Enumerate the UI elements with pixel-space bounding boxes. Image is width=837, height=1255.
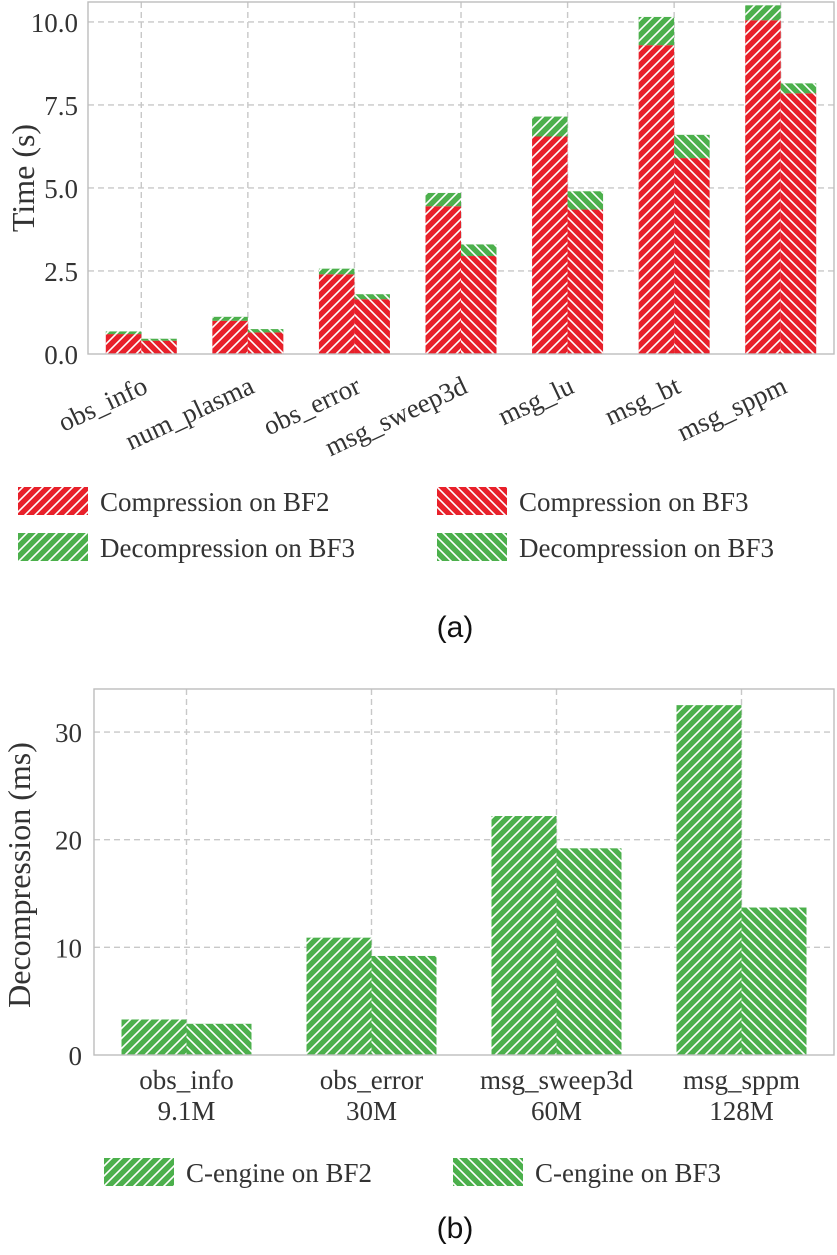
chart-a-bar-decompression: [780, 83, 817, 94]
chart-a-bar-compression: [354, 299, 390, 354]
chart-a-bar-decompression: [674, 134, 710, 159]
chart-a-bar-compression: [247, 332, 284, 354]
chart-a-legend-item: Decompression on BF3: [18, 533, 355, 563]
chart-a-x-tick-label: msg_lu: [493, 370, 578, 431]
chart-b-x-tick-label: obs_info: [139, 1065, 234, 1095]
chart-b-y-ticks: 0 10 20 30: [55, 718, 82, 1071]
chart-b-bar: [306, 937, 372, 1055]
chart-b-bar: [676, 705, 742, 1055]
chart-b-legend-item: C-engine on BF3: [453, 1158, 721, 1188]
chart-a-legend-swatch: [18, 487, 88, 515]
chart-b-x-tick-size: 60M: [531, 1096, 582, 1126]
chart-b-legend-item: C-engine on BF2: [104, 1158, 372, 1188]
chart-a-bar-decompression: [532, 116, 568, 137]
chart-b-legend: C-engine on BF2 C-engine on BF3: [104, 1158, 721, 1188]
chart-a-y-tick-label: 5.0: [44, 174, 78, 204]
chart-b-x-tick-size: 128M: [709, 1096, 774, 1126]
chart-a-legend-item: Compression on BF3: [437, 487, 749, 517]
chart-b-frame: [93, 688, 835, 1056]
chart-a-bar-decompression: [567, 191, 604, 210]
chart-a-bars: [105, 5, 817, 355]
chart-a-y-tick-label: 2.5: [44, 257, 78, 287]
chart-a-bar-compression: [532, 136, 568, 354]
chart-a-frame: [87, 1, 835, 355]
chart-a-x-tick-label: msg_sppm: [673, 370, 792, 447]
chart-b-legend-label: C-engine on BF3: [535, 1158, 721, 1188]
chart-b-x-tick-label: msg_sppm: [683, 1065, 800, 1095]
chart-b-x-tick-label: msg_sweep3d: [480, 1065, 633, 1095]
chart-a-bar-compression: [212, 320, 248, 354]
chart-a-legend: Compression on BF2 Compression on BF3 Deco…: [18, 487, 774, 563]
chart-a-bar-decompression: [141, 338, 177, 341]
chart-a-legend-swatch: [437, 487, 507, 515]
chart-b-bars: [121, 705, 807, 1055]
chart-b-y-tick-label: 20: [55, 826, 82, 856]
chart-a-bar-compression: [567, 209, 604, 354]
chart-b-x-tick-label: obs_error: [320, 1065, 423, 1095]
chart-a-bar-compression: [425, 206, 461, 354]
chart-a-bar-compression: [105, 334, 142, 354]
chart-b-legend-label: C-engine on BF2: [186, 1158, 372, 1188]
chart-b-y-tick-label: 30: [55, 718, 82, 748]
chart-a-x-tick-label: msg_bt: [600, 370, 685, 431]
chart-b-bar: [371, 955, 437, 1055]
chart-a-caption: (a): [437, 611, 474, 644]
chart-a-legend-label: Compression on BF2: [100, 487, 330, 517]
chart-b-caption: (b): [437, 1212, 474, 1245]
chart-a-bar-compression: [745, 20, 781, 354]
chart-a-bar-decompression: [354, 294, 390, 300]
chart-a-legend-swatch: [18, 533, 88, 561]
chart-b-bar: [556, 848, 622, 1055]
chart-b-y-tick-label: 10: [55, 933, 82, 963]
chart-a-bar-decompression: [425, 192, 461, 207]
chart-a-legend-item: Compression on BF2: [18, 487, 330, 517]
chart-b-bar: [491, 816, 557, 1055]
chart-a-bar-compression: [780, 93, 817, 355]
chart-a-y-tick-label: 10.0: [31, 8, 78, 38]
chart-a-legend-label: Decompression on BF3: [100, 533, 355, 563]
chart-a-bar-compression: [674, 158, 710, 354]
chart-a-bar-decompression: [105, 331, 142, 335]
chart-a-bar-compression: [638, 45, 675, 355]
chart-a-bar-decompression: [318, 268, 355, 275]
chart-a-bar-decompression: [247, 329, 284, 333]
chart-a-bar-decompression: [461, 244, 497, 257]
chart-a-bar-compression: [461, 256, 497, 354]
chart-a-bar-decompression: [638, 16, 675, 46]
chart-a-legend-item: Decompression on BF3: [437, 533, 774, 563]
chart-a-legend-swatch: [437, 533, 507, 561]
chart-a-bar-decompression: [745, 5, 781, 21]
chart-a-legend-label: Compression on BF3: [519, 487, 749, 517]
chart-b-y-tick-label: 0: [69, 1041, 83, 1071]
chart-a-y-ticks: 0.0 2.5 5.0 7.5 10.0: [31, 8, 78, 370]
chart-b-x-tick-size: 9.1M: [158, 1096, 216, 1126]
chart-a-y-tick-label: 0.0: [44, 340, 78, 370]
chart-a-bar-compression: [141, 340, 177, 354]
chart-a-y-tick-label: 7.5: [44, 91, 78, 121]
chart-b-bar: [121, 1019, 187, 1055]
chart-b-bar: [741, 907, 807, 1055]
chart-b-y-axis-label: Decompression (ms): [1, 742, 37, 1008]
chart-a-bar-decompression: [212, 316, 248, 321]
chart-a-legend-label: Decompression on BF3: [519, 533, 774, 563]
chart-a-y-axis-label: Time (s): [5, 124, 41, 232]
chart-a-bar-compression: [318, 274, 355, 354]
chart-b-legend-swatch: [104, 1158, 174, 1186]
chart-b-legend-swatch: [453, 1158, 523, 1186]
chart-b-x-tick-size: 30M: [346, 1096, 397, 1126]
chart-b-bar: [186, 1023, 252, 1055]
